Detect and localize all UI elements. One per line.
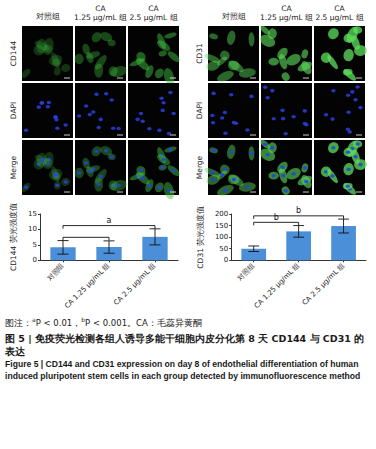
svg-text:对照组: 对照组 [236, 262, 257, 283]
svg-text:Merge: Merge [195, 155, 204, 179]
svg-text:0: 0 [33, 256, 37, 264]
html-text:图注：aP < 0.01，bP < 0.001。CA：毛蕊异: 图注：aP < 0.01，bP < 0.001。CA：毛蕊异黄酮 [5, 316, 202, 328]
svg-text:CA2.5 μg/mL 组: CA2.5 μg/mL 组 [129, 4, 177, 22]
svg-text:对照组: 对照组 [36, 12, 60, 21]
svg-text:CA 2.5 μg/mL 组: CA 2.5 μg/mL 组 [301, 262, 347, 308]
svg-text:10: 10 [28, 225, 37, 233]
svg-text:150: 150 [215, 222, 228, 230]
svg-text:a: a [107, 216, 112, 225]
svg-text:100: 100 [215, 233, 228, 241]
svg-text:CA1.25 μg/mL 组: CA1.25 μg/mL 组 [74, 4, 127, 22]
svg-text:b: b [274, 213, 279, 222]
svg-text:对照组: 对照组 [45, 262, 66, 283]
svg-text:对照组: 对照组 [222, 12, 246, 21]
svg-text:50: 50 [219, 245, 228, 253]
svg-text:CA 2.5 μg/mL 组: CA 2.5 μg/mL 组 [112, 262, 158, 308]
svg-text:DAPI: DAPI [9, 102, 18, 120]
svg-text:b: b [296, 206, 301, 215]
html-text:图 5 | 免疫荧光检测各组人诱导多能干细胞内皮分化第 8: 图 5 | 免疫荧光检测各组人诱导多能干细胞内皮分化第 8 天 CD144 与 … [5, 332, 365, 357]
svg-text:CD31 荧光强度值: CD31 荧光强度值 [196, 206, 205, 269]
svg-text:CD144: CD144 [9, 41, 18, 67]
svg-text:CA 1.25 μg/mL 组: CA 1.25 μg/mL 组 [253, 262, 302, 311]
svg-text:DAPI: DAPI [195, 102, 204, 120]
svg-text:CD144 荧光强度值: CD144 荧光强度值 [9, 203, 18, 271]
svg-text:5: 5 [33, 241, 37, 249]
svg-text:CD31: CD31 [195, 43, 204, 64]
svg-text:200: 200 [215, 210, 228, 218]
html-text:Figure 5 | CD144 and CD31 expr: Figure 5 | CD144 and CD31 expression on … [5, 358, 361, 381]
svg-text:15: 15 [28, 210, 37, 218]
svg-text:0: 0 [224, 256, 228, 264]
svg-text:CA2.5 μg/mL 组: CA2.5 μg/mL 组 [315, 4, 363, 22]
svg-text:Merge: Merge [9, 155, 18, 179]
svg-text:CA1.25 μg/mL 组: CA1.25 μg/mL 组 [260, 4, 313, 22]
svg-text:CA 1.25 μg/mL 组: CA 1.25 μg/mL 组 [63, 262, 112, 311]
